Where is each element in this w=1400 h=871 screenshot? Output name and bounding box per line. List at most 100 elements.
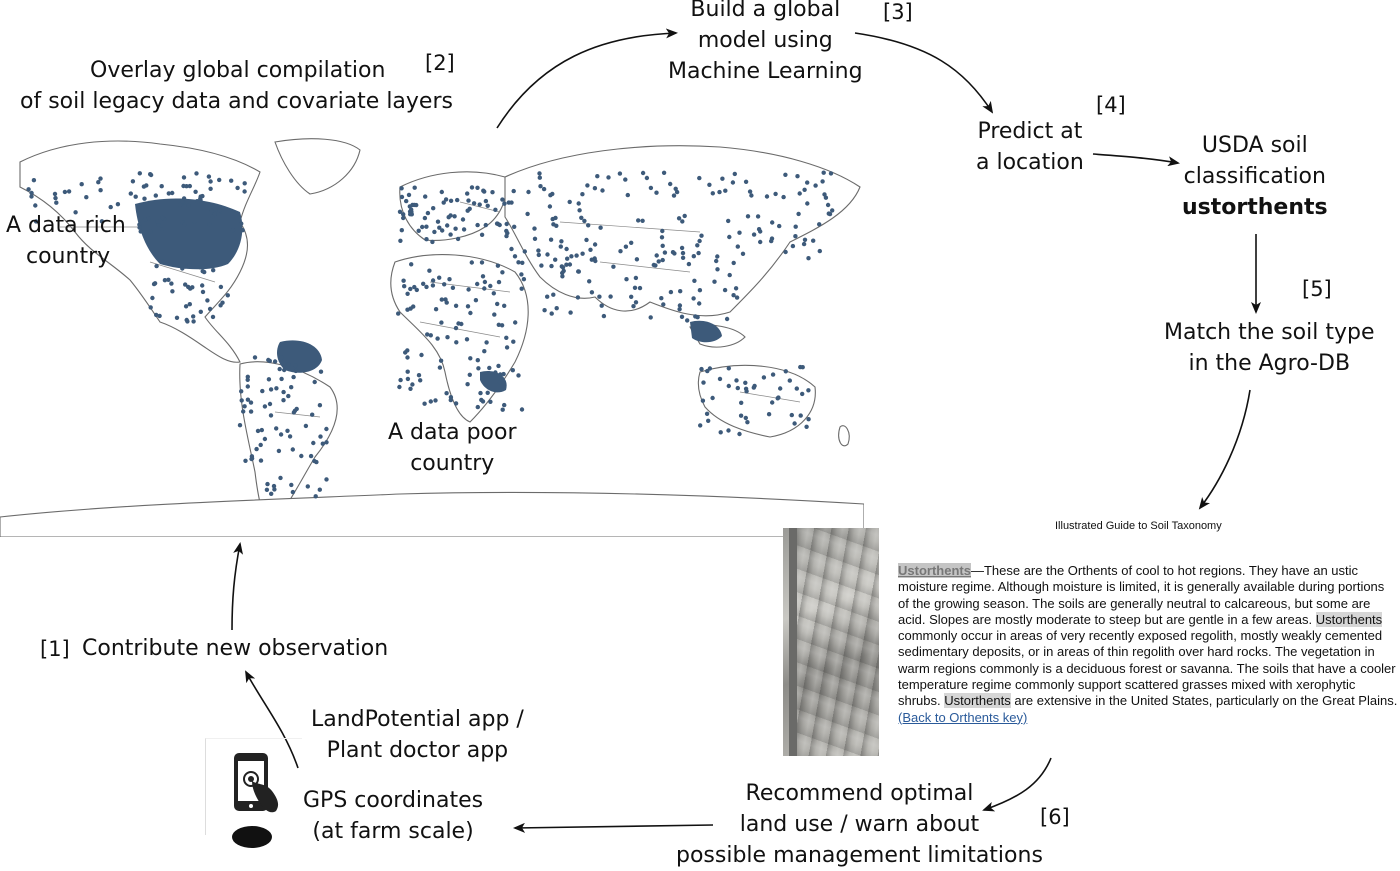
soil-observation-dot [739,400,744,405]
guide-term[interactable]: Ustorthents [898,563,971,578]
soil-observation-dot [538,184,543,189]
soil-observation-dot [401,212,406,217]
soil-observation-dot [442,282,447,287]
soil-observation-dot [592,242,598,247]
back-to-orthents-link[interactable]: (Back to Orthents key) [898,709,1028,725]
soil-observation-dot [312,379,317,385]
soil-observation-dot [495,263,501,268]
soil-observation-dot [608,294,613,299]
soil-observation-dot [200,289,206,295]
soil-observation-dot [496,363,501,369]
soil-observation-dot [154,263,159,269]
soil-observation-dot [479,232,485,237]
build-line1: Build a global [690,0,841,22]
contribute-label: Contribute new observation [82,636,389,661]
soil-observation-dot [260,388,265,394]
soil-observation-dot [144,183,149,188]
soil-observation-dot [509,246,514,252]
step-1: [1] [40,637,70,661]
soil-observation-dot [465,191,470,196]
soil-observation-dot [501,371,506,377]
soil-observation-dot [248,409,254,414]
soil-observation-dot [592,186,598,191]
soil-observation-dot [511,188,516,194]
soil-observation-dot [128,191,133,196]
soil-observation-dot [500,407,505,412]
soil-observation-dot [587,279,592,284]
soil-observation-dot [504,335,509,340]
soil-observation-dot [633,300,639,305]
soil-observation-dot [550,216,555,222]
soil-observation-dot [210,314,216,320]
match-label: Match the soil type in the Agro-DB [1164,317,1375,379]
soil-observation-dot [624,277,629,282]
soil-observation-dot [494,221,500,226]
soil-observation-dot [668,289,674,295]
soil-observation-dot [272,359,278,364]
soil-observation-dot [781,194,786,200]
soil-observation-dot [740,251,746,256]
soil-observation-dot [435,219,441,224]
soil-observation-dot [427,268,432,273]
soil-observation-dot [696,250,701,256]
soil-observation-dot [155,219,160,224]
soil-observation-dot [262,404,268,409]
gps-line1: GPS coordinates [303,788,484,813]
soil-observation-dot [207,222,212,227]
soil-observation-dot [317,403,323,408]
soil-observation-dot [444,300,449,305]
soil-observation-dot [598,225,603,230]
soil-observation-dot [492,312,497,317]
arrow-guide-to-recommend [982,757,1052,812]
soil-observation-dot [499,323,505,328]
soil-observation-dot [398,377,403,383]
soil-observation-dot [476,366,481,371]
soil-observation-dot [52,191,58,197]
soil-observation-dot [448,397,453,403]
data-poor-label: A data poor country [388,417,517,479]
soil-observation-dot [84,195,89,200]
soil-observation-dot [217,208,222,213]
soil-observation-dot [482,349,487,354]
soil-observation-dot [239,398,244,403]
world-map: A data rich country A data poor country [0,132,864,537]
arrow-predict-to-usda [1092,153,1180,167]
soil-observation-dot [438,358,444,363]
soil-observation-dot [777,223,782,229]
guide-paragraph-1: —These are the Orthents of cool to hot r… [898,563,1385,627]
se-asia-cluster [690,320,722,343]
soil-observation-dot [783,369,788,374]
soil-observation-dot [453,303,459,308]
soil-observation-dot [435,336,440,341]
soil-observation-dot [475,404,480,410]
soil-observation-dot [162,278,168,283]
soil-observation-dot [806,256,811,261]
soil-observation-dot [512,254,518,259]
soil-observation-dot [789,412,794,418]
soil-observation-dot [198,309,203,314]
soil-observation-dot [554,306,559,311]
soil-observation-dot [797,191,802,196]
soil-observation-dot [488,399,493,404]
soil-observation-dot [478,390,483,396]
soil-observation-dot [281,398,286,403]
soil-observation-dot [710,395,715,401]
soil-observation-dot [677,303,683,308]
soil-observation-dot [512,224,517,229]
soil-observation-dot [496,322,501,327]
soil-observation-dot [430,278,436,283]
soil-observation-dot [324,426,329,432]
soil-observation-dot [804,424,809,429]
soil-observation-dot [239,221,244,226]
match-line2: in the Agro-DB [1188,351,1351,376]
build-line3: Machine Learning [668,59,863,84]
soil-observation-dot [258,458,264,463]
data-rich-line1: A data rich [6,213,126,238]
soil-observation-dot [491,291,496,296]
soil-observation-dot [317,487,322,492]
soil-observation-dot [477,202,482,207]
soil-observation-dot [439,320,444,325]
soil-observation-dot [565,256,570,261]
soil-observation-dot [183,304,189,309]
soil-observation-dot [510,368,515,373]
